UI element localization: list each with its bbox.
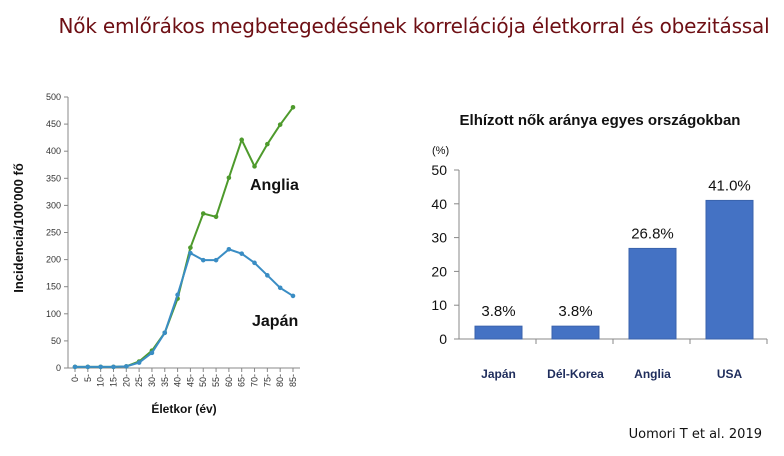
- bar-usa: [705, 199, 754, 340]
- y-tick-label: 300: [46, 200, 61, 210]
- y-tick-label: 350: [46, 173, 61, 183]
- x-tick-label: 15-: [108, 374, 118, 387]
- data-point: [188, 250, 193, 256]
- data-point: [85, 364, 91, 370]
- page-title: Nők emlőrákos megbetegedésének korreláci…: [58, 14, 770, 38]
- data-point: [277, 285, 283, 291]
- category-label: Japán: [481, 367, 516, 381]
- x-tick-label: 45-: [185, 374, 195, 387]
- data-point: [290, 104, 296, 110]
- data-point: [239, 137, 245, 143]
- y-tick-label: 200: [46, 255, 61, 265]
- citation: Uomori T et al. 2019: [628, 427, 762, 442]
- data-point: [226, 175, 232, 181]
- x-tick-label: 40-: [173, 374, 183, 387]
- y-tick-label: 30: [431, 230, 447, 246]
- data-point: [265, 141, 270, 147]
- y-tick-label: 250: [46, 228, 61, 238]
- y-tick-label: 0: [439, 331, 447, 347]
- data-label: 3.8%: [558, 303, 592, 320]
- bar-japán: [474, 325, 523, 340]
- bar-dél-korea: [551, 325, 600, 340]
- y-tick-label: 500: [46, 92, 61, 102]
- bar-chart-title: Elhízott nők aránya egyes országokban: [460, 112, 741, 129]
- data-point: [200, 257, 206, 263]
- x-tick-label: 20-: [121, 374, 131, 387]
- y-tick-label: 0: [56, 363, 61, 373]
- data-point: [72, 364, 78, 370]
- data-label: 41.0%: [708, 177, 751, 194]
- data-point: [175, 292, 180, 298]
- data-point: [252, 260, 257, 266]
- x-tick-label: 25-: [134, 374, 144, 387]
- series-line-japán: [75, 248, 294, 368]
- category-label: USA: [717, 367, 743, 381]
- data-point: [188, 245, 193, 250]
- y-tick-label: 50: [51, 336, 61, 346]
- data-point: [277, 122, 283, 127]
- data-point: [136, 360, 142, 365]
- data-point: [265, 273, 270, 278]
- data-point: [213, 257, 219, 263]
- x-tick-label: 30-: [147, 374, 157, 387]
- y-tick-label: 150: [46, 282, 61, 292]
- x-tick-label: 70-: [250, 374, 260, 387]
- x-tick-label: 55-: [211, 374, 221, 387]
- y-unit-label: (%): [432, 145, 449, 157]
- x-tick-label: 35-: [160, 374, 170, 387]
- y-axis-label: Incidencia/100'000 fő: [11, 163, 26, 293]
- data-point: [290, 293, 296, 299]
- data-point: [111, 364, 116, 370]
- x-tick-label: 85-: [288, 374, 298, 387]
- data-point: [252, 164, 257, 169]
- x-tick-label: 65-: [237, 374, 247, 387]
- y-tick-label: 400: [46, 146, 61, 156]
- x-tick-label: 50-: [198, 374, 208, 387]
- bar-anglia: [628, 247, 677, 340]
- x-tick-label: 80-: [275, 374, 285, 387]
- data-point: [98, 364, 103, 370]
- data-point: [149, 350, 155, 356]
- x-axis-label: Életkor (év): [151, 401, 216, 416]
- y-tick-label: 100: [46, 309, 61, 319]
- y-tick-label: 50: [431, 162, 447, 178]
- y-tick-label: 10: [431, 297, 447, 313]
- data-point: [200, 211, 206, 216]
- y-tick-label: 20: [431, 263, 447, 279]
- data-label: 3.8%: [481, 303, 515, 320]
- data-label: 26.8%: [631, 225, 674, 242]
- y-tick-label: 40: [431, 196, 447, 212]
- y-tick-label: 450: [46, 119, 61, 129]
- category-label: Dél-Korea: [547, 367, 604, 381]
- data-point: [226, 247, 232, 252]
- x-tick-label: 5-: [83, 374, 93, 382]
- data-point: [162, 330, 168, 336]
- x-tick-label: 75-: [262, 374, 272, 387]
- x-tick-label: 60-: [224, 374, 234, 387]
- data-point: [213, 214, 219, 220]
- x-tick-label: 10-: [96, 374, 106, 387]
- x-tick-label: 0-: [70, 374, 80, 382]
- category-label: Anglia: [634, 367, 671, 381]
- series-label: Japán: [252, 313, 298, 330]
- data-point: [123, 364, 129, 369]
- series-label: Anglia: [250, 177, 299, 194]
- data-point: [239, 251, 245, 256]
